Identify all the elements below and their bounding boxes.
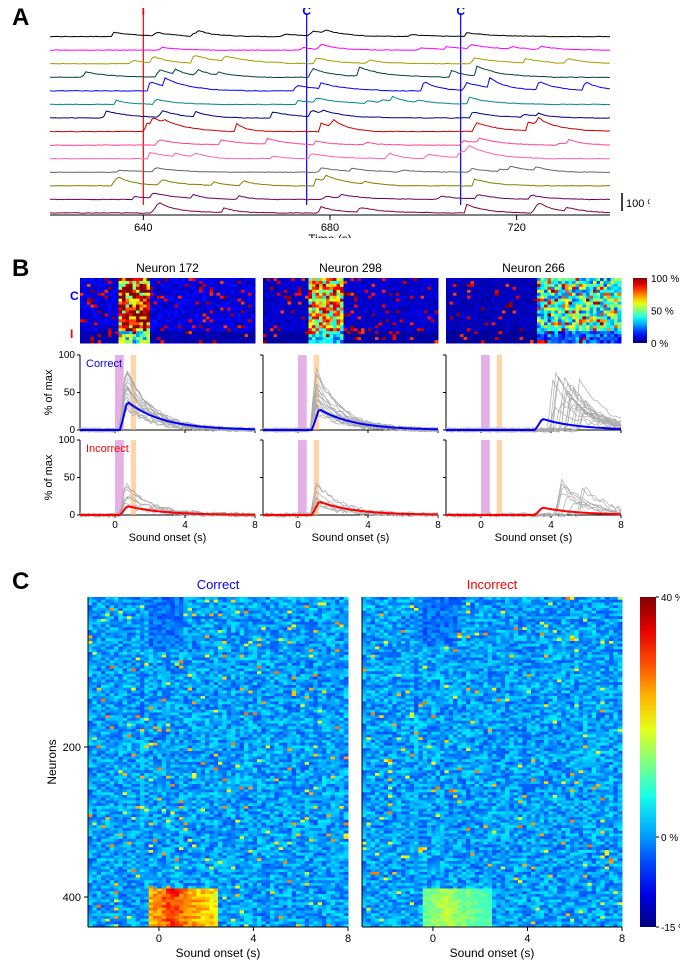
svg-text:% of max: % of max	[43, 369, 55, 415]
svg-text:I: I	[70, 327, 73, 341]
panel-c: Correct048Sound onset (s)200400NeuronsIn…	[40, 575, 680, 975]
svg-text:4: 4	[365, 520, 371, 531]
svg-text:0: 0	[478, 520, 484, 531]
svg-text:720: 720	[507, 222, 525, 234]
svg-text:0 %: 0 %	[651, 339, 668, 350]
svg-text:0: 0	[112, 520, 118, 531]
panel-b-svg: Neuron 172 Neuron 298 Neuron 266 C I 0 % 50 % 1…	[40, 260, 680, 560]
svg-text:8: 8	[435, 520, 441, 531]
panel-a-label: A	[12, 4, 29, 32]
svg-text:% of max: % of max	[43, 454, 55, 500]
panel-c-svg: Correct048Sound onset (s)200400NeuronsIn…	[40, 575, 680, 975]
svg-text:C: C	[456, 8, 465, 18]
svg-text:100: 100	[58, 435, 75, 446]
svg-text:4: 4	[548, 520, 554, 531]
svg-text:C: C	[302, 8, 311, 18]
panel-a: ICC640680720Time (s)100 %	[40, 8, 650, 238]
svg-text:C: C	[70, 289, 79, 303]
svg-text:Sound onset (s): Sound onset (s)	[495, 532, 573, 544]
svg-text:100: 100	[58, 350, 75, 361]
panel-c-label: C	[12, 568, 29, 596]
svg-text:Correct: Correct	[86, 358, 122, 370]
svg-text:640: 640	[134, 222, 152, 234]
panel-a-svg: ICC640680720Time (s)100 %	[40, 8, 650, 238]
svg-text:4: 4	[182, 520, 188, 531]
svg-text:I: I	[142, 8, 145, 18]
svg-text:100 %: 100 %	[651, 274, 679, 285]
svg-text:Neuron 298: Neuron 298	[319, 261, 382, 275]
svg-text:Neuron 266: Neuron 266	[502, 261, 565, 275]
svg-text:8: 8	[252, 520, 258, 531]
svg-text:Correct: Correct	[197, 577, 240, 592]
svg-text:0: 0	[295, 520, 301, 531]
svg-text:Neuron 172: Neuron 172	[136, 261, 199, 275]
svg-text:Sound onset (s): Sound onset (s)	[129, 532, 207, 544]
svg-text:8: 8	[618, 520, 624, 531]
svg-text:50: 50	[64, 473, 76, 484]
svg-text:50: 50	[64, 388, 76, 399]
panel-b-label: B	[12, 255, 29, 283]
svg-text:Sound onset (s): Sound onset (s)	[312, 532, 390, 544]
svg-text:100 %: 100 %	[626, 198, 650, 210]
svg-text:Incorrect: Incorrect	[86, 443, 129, 455]
svg-text:0: 0	[69, 510, 75, 521]
svg-text:Time (s): Time (s)	[308, 232, 352, 238]
panel-b: Neuron 172 Neuron 298 Neuron 266 C I 0 % 50 % 1…	[40, 260, 680, 560]
svg-text:50 %: 50 %	[651, 307, 674, 318]
